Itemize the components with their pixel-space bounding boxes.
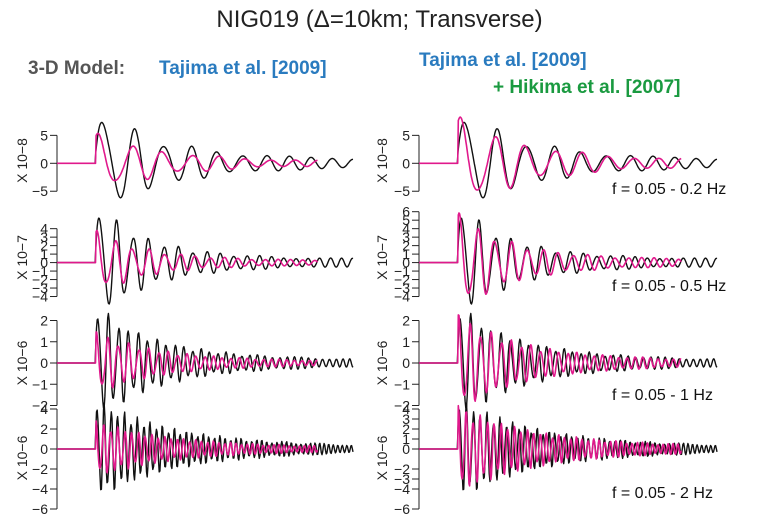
- y-tick-label: −2: [394, 272, 410, 288]
- y-tick-label: 1: [40, 334, 48, 350]
- y-tick-label: 2: [402, 313, 410, 329]
- y-tick-label: 3: [40, 229, 48, 245]
- y-tick-label: −3: [394, 280, 410, 296]
- synthetic-trace: [56, 132, 318, 182]
- y-tick-label: 2: [40, 238, 48, 254]
- y-tick-label: 1: [402, 246, 410, 262]
- y-tick-label: −2: [32, 398, 48, 414]
- y-tick-label: −1: [32, 376, 48, 392]
- y-tick-label: 5: [402, 127, 410, 143]
- y-tick-label: −6: [394, 501, 410, 517]
- y-tick-label: 0: [402, 255, 410, 271]
- y-tick-label: −4: [394, 289, 410, 305]
- y-tick-label: −4: [32, 289, 48, 305]
- synthetic-trace: [56, 331, 318, 389]
- y-tick-label: 2: [402, 238, 410, 254]
- y-tick-label: −6: [32, 501, 48, 517]
- scale-label: X 10−6: [374, 340, 390, 385]
- y-tick-label: 2: [402, 421, 410, 437]
- right-column-reference-1: Tajima et al. [2009]: [419, 50, 587, 71]
- synthetic-trace: [418, 116, 682, 191]
- model-label: 3-D Model:: [28, 58, 126, 79]
- scale-label: X 10−7: [374, 235, 390, 280]
- y-tick-label: 3: [402, 411, 410, 427]
- scale-label: X 10−7: [14, 235, 30, 280]
- frequency-band-label: f = 0.05 - 1 Hz: [612, 387, 713, 404]
- y-tick-label: 0: [402, 155, 410, 171]
- observed-trace: [57, 121, 354, 199]
- y-tick-label: 6: [402, 204, 410, 220]
- y-tick-label: 2: [40, 313, 48, 329]
- synthetic-trace: [418, 314, 682, 402]
- y-tick-label: 1: [402, 334, 410, 350]
- y-tick-label: 4: [40, 401, 48, 417]
- y-tick-label: −4: [394, 481, 410, 497]
- y-tick-label: 0: [40, 255, 48, 271]
- synthetic-trace: [418, 404, 682, 487]
- figure-title: NIG019 (Δ=10km; Transverse): [216, 6, 543, 33]
- scale-label: X 10−8: [14, 138, 30, 183]
- y-tick-label: 0: [40, 355, 48, 371]
- y-tick-label: 0: [40, 441, 48, 457]
- y-tick-label: 4: [402, 401, 410, 417]
- observed-trace: [57, 217, 354, 305]
- y-tick-label: −3: [32, 280, 48, 296]
- y-tick-label: −2: [394, 398, 410, 414]
- y-tick-label: 0: [402, 441, 410, 457]
- y-tick-label: 5: [40, 127, 48, 143]
- y-tick-label: −2: [32, 272, 48, 288]
- y-tick-label: −3: [394, 471, 410, 487]
- y-tick-label: 3: [402, 229, 410, 245]
- y-tick-label: −2: [32, 461, 48, 477]
- frequency-band-label: f = 0.05 - 0.2 Hz: [612, 181, 726, 198]
- frequency-band-label: f = 0.05 - 2 Hz: [612, 485, 713, 502]
- left-column-reference: Tajima et al. [2009]: [159, 58, 327, 79]
- y-tick-label: −5: [32, 183, 48, 199]
- synthetic-trace: [56, 229, 319, 284]
- synthetic-trace: [418, 212, 682, 295]
- synthetic-trace: [56, 420, 319, 474]
- y-tick-label: −1: [394, 376, 410, 392]
- right-column-reference-2: + Hikima et al. [2007]: [493, 77, 681, 98]
- observed-trace: [419, 217, 718, 305]
- y-tick-label: 5: [402, 212, 410, 228]
- scale-label: X 10−6: [14, 340, 30, 385]
- scale-label: X 10−8: [374, 138, 390, 183]
- y-tick-label: −2: [394, 461, 410, 477]
- y-tick-label: 1: [402, 431, 410, 447]
- y-tick-label: 4: [40, 221, 48, 237]
- y-tick-label: −5: [394, 183, 410, 199]
- scale-label: X 10−6: [14, 435, 30, 480]
- y-tick-label: 0: [40, 155, 48, 171]
- scale-label: X 10−6: [374, 435, 390, 480]
- y-tick-label: 0: [402, 355, 410, 371]
- y-tick-label: −1: [394, 263, 410, 279]
- frequency-band-label: f = 0.05 - 0.5 Hz: [612, 278, 726, 295]
- y-tick-label: 2: [40, 421, 48, 437]
- y-tick-label: −4: [32, 481, 48, 497]
- y-tick-label: 1: [40, 246, 48, 262]
- y-tick-label: −1: [32, 263, 48, 279]
- y-tick-label: 4: [402, 221, 410, 237]
